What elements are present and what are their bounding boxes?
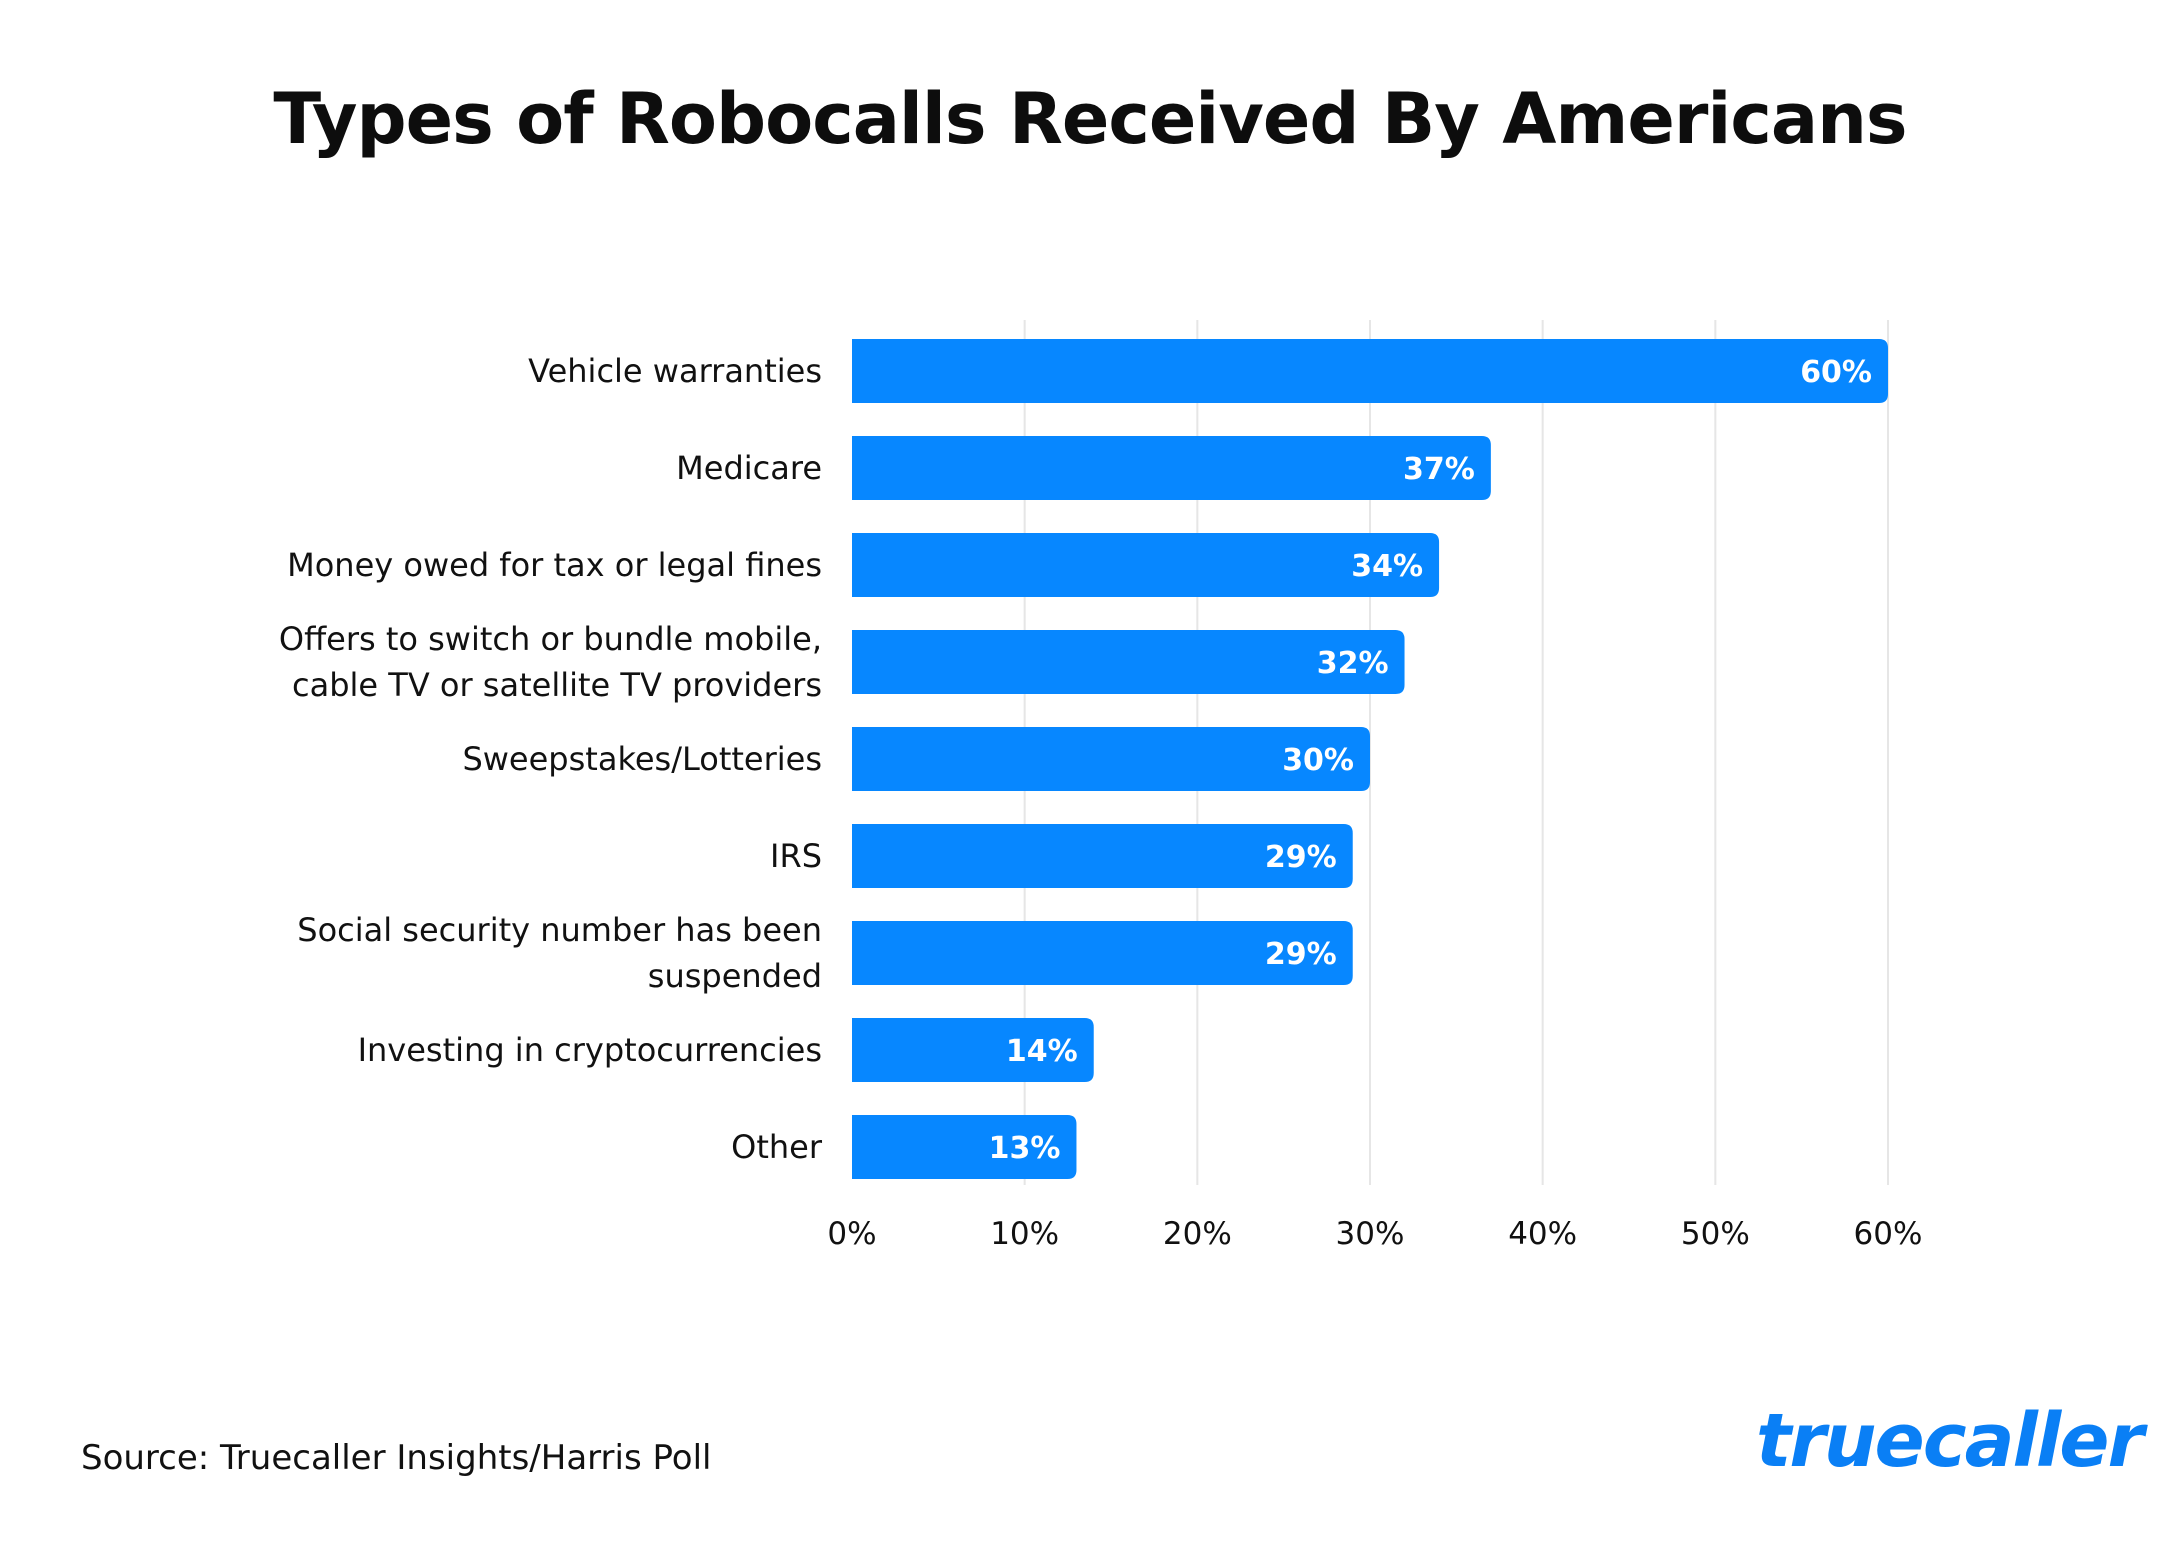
chart-title: Types of Robocalls Received By Americans (273, 78, 1907, 160)
bar (852, 1018, 1094, 1082)
source-note: Source: Truecaller Insights/Harris Poll (81, 1438, 712, 1478)
bar-value-label: 30% (1282, 743, 1354, 778)
x-tick-label: 10% (990, 1216, 1059, 1252)
bar-value-label: 34% (1351, 549, 1423, 584)
x-tick-label: 0% (827, 1216, 876, 1252)
category-label: Investing in cryptocurrencies (358, 1031, 822, 1069)
category-label: Offers to switch or bundle mobile, (279, 620, 822, 658)
x-tick-label: 60% (1854, 1216, 1923, 1252)
x-axis-tick-labels: 0% 10% 20% 30% 40% 50% 60% (827, 1216, 1922, 1252)
bar (852, 1115, 1077, 1179)
category-label: suspended (648, 957, 822, 995)
truecaller-logo: truecaller (1756, 1398, 2144, 1484)
category-label: Medicare (676, 449, 822, 487)
bar-value-label: 37% (1403, 452, 1475, 487)
category-label: Sweepstakes/Lotteries (462, 740, 822, 778)
category-label: Other (731, 1128, 823, 1166)
bar-value-label: 13% (989, 1131, 1061, 1166)
category-label: IRS (770, 837, 822, 875)
bar-value-label: 60% (1800, 355, 1872, 390)
x-tick-label: 50% (1681, 1216, 1750, 1252)
bar (852, 533, 1440, 597)
bar-value-label: 29% (1265, 840, 1337, 875)
category-label: Social security number has been (297, 911, 822, 949)
bar-value-label: 32% (1317, 646, 1389, 681)
bar (852, 727, 1370, 791)
category-label: cable TV or satellite TV providers (292, 666, 822, 704)
category-label: Vehicle warranties (528, 352, 822, 390)
category-labels: Vehicle warranties Medicare Money owed for… (279, 352, 823, 1166)
x-tick-label: 30% (1336, 1216, 1405, 1252)
bar (852, 436, 1491, 500)
bars: 60% 37% 34% 32% 30% 29% 29% 14% 13% (852, 339, 1888, 1179)
bar (852, 630, 1405, 694)
bar-value-label: 29% (1265, 937, 1337, 972)
bar (852, 824, 1353, 888)
bar (852, 921, 1353, 985)
bar-value-label: 14% (1006, 1034, 1078, 1069)
category-label: Money owed for tax or legal fines (287, 546, 822, 584)
x-tick-label: 20% (1163, 1216, 1232, 1252)
bar (852, 339, 1888, 403)
x-tick-label: 40% (1508, 1216, 1577, 1252)
